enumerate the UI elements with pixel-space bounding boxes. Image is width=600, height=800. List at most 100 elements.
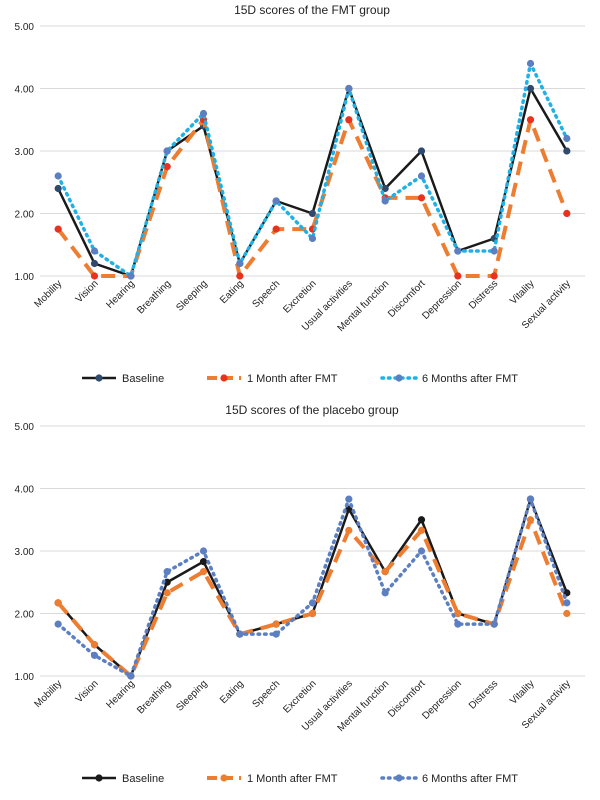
fmt-series-line xyxy=(56,61,569,278)
fmt-x-tick-label: Distress xyxy=(467,278,500,311)
placebo-y-tick-label: 4.00 xyxy=(15,485,35,496)
fmt-x-tick-label: Excretion xyxy=(281,278,318,315)
fmt-data-point xyxy=(308,234,317,243)
fmt-data-point xyxy=(54,172,62,180)
fmt-x-tick-label: Sleeping xyxy=(174,278,209,313)
placebo-data-point xyxy=(526,516,535,524)
placebo-data-point xyxy=(272,620,280,628)
placebo-x-tick-label: Eating xyxy=(218,678,246,706)
placebo-data-point xyxy=(163,568,171,576)
fmt-x-tick-label: Depression xyxy=(420,278,464,322)
placebo-x-tick-label: Depression xyxy=(420,678,464,722)
placebo-series-line xyxy=(57,497,568,678)
placebo-data-point xyxy=(54,599,62,607)
fmt-x-tick-label: Mobility xyxy=(33,278,65,310)
placebo-x-tick-label: Mobility xyxy=(33,678,65,710)
placebo-data-point xyxy=(454,620,462,628)
fmt-data-point xyxy=(236,259,244,268)
fmt-x-tick-label: Speech xyxy=(251,278,283,310)
fmt-y-tick-label: 5.00 xyxy=(15,22,35,33)
fmt-x-tick-label: Breathing xyxy=(135,278,173,316)
placebo-data-point xyxy=(199,568,208,576)
placebo-data-point xyxy=(127,672,135,680)
fmt-data-point xyxy=(526,116,535,124)
placebo-legend-marker xyxy=(220,774,228,782)
fmt-data-point xyxy=(90,247,99,255)
placebo-x-tick-label: Vitality xyxy=(508,678,536,706)
fmt-chart-title: 15D scores of the FMT group xyxy=(234,3,390,17)
fmt-data-point xyxy=(563,147,571,155)
fmt-group-chart: 15D scores of the FMT group 1.00 2.00 3.00 4… xyxy=(15,3,585,385)
fmt-data-point xyxy=(563,134,571,143)
placebo-data-point xyxy=(90,641,99,649)
placebo-chart-title: 15D scores of the placebo group xyxy=(225,403,399,417)
placebo-data-point xyxy=(417,516,426,524)
fmt-x-tick-label: Vitality xyxy=(508,278,536,306)
placebo-data-point xyxy=(345,526,353,534)
fmt-y-tick-label: 3.00 xyxy=(15,147,35,158)
placebo-series-line xyxy=(56,497,569,678)
placebo-data-point xyxy=(163,578,171,586)
fmt-data-point xyxy=(345,84,353,93)
placebo-data-point xyxy=(381,589,389,597)
fmt-data-point xyxy=(490,247,498,255)
fmt-x-tick-label: Hearing xyxy=(104,278,137,311)
placebo-data-point xyxy=(417,526,426,534)
fmt-data-point xyxy=(417,194,426,202)
fmt-data-point xyxy=(454,272,462,280)
placebo-x-tick-label: Breathing xyxy=(135,678,173,716)
fmt-data-point xyxy=(345,116,353,124)
placebo-data-point xyxy=(417,547,426,555)
placebo-data-point xyxy=(199,558,208,566)
placebo-x-tick-label: Hearing xyxy=(104,678,137,711)
fmt-data-point xyxy=(454,247,462,255)
fmt-data-point xyxy=(54,184,62,193)
placebo-data-point xyxy=(526,495,535,503)
placebo-x-tick-label: Speech xyxy=(251,678,283,710)
placebo-x-tick-label: Sleeping xyxy=(174,678,209,713)
fmt-legend-label: 1 Month after FMT xyxy=(247,373,338,385)
placebo-data-point xyxy=(454,609,462,618)
placebo-legend-marker xyxy=(395,774,403,782)
fmt-data-point xyxy=(127,272,135,280)
placebo-x-tick-label: Excretion xyxy=(281,678,318,715)
placebo-data-point xyxy=(54,620,62,628)
fmt-data-point xyxy=(417,147,426,155)
fmt-legend-label: 6 Months after FMT xyxy=(422,373,518,385)
placebo-data-point xyxy=(308,609,317,618)
fmt-data-point xyxy=(563,209,571,218)
placebo-data-point xyxy=(345,495,353,503)
fmt-data-point xyxy=(490,272,498,280)
fmt-y-tick-label: 4.00 xyxy=(15,85,35,96)
fmt-data-point xyxy=(272,197,280,205)
fmt-legend-marker xyxy=(220,374,228,382)
placebo-legend-label: 1 Month after FMT xyxy=(247,773,338,785)
fmt-y-tick-label: 1.00 xyxy=(15,272,35,283)
fmt-series-line xyxy=(57,87,568,278)
fmt-data-point xyxy=(526,59,535,68)
fmt-data-point xyxy=(272,225,280,233)
fmt-data-point xyxy=(90,259,99,268)
fmt-data-point xyxy=(308,209,317,218)
fmt-data-point xyxy=(163,163,171,171)
placebo-data-point xyxy=(563,599,571,607)
fmt-data-point xyxy=(199,109,208,118)
fmt-data-point xyxy=(90,272,99,280)
placebo-data-point xyxy=(163,589,171,597)
fmt-series-line xyxy=(56,117,569,278)
fmt-data-point xyxy=(381,184,389,193)
placebo-data-point xyxy=(272,630,280,638)
placebo-data-point xyxy=(199,547,208,555)
fmt-data-point xyxy=(526,84,535,93)
placebo-group-chart: 15D scores of the placebo group 1.00 2.00 3… xyxy=(15,403,585,785)
fmt-x-tick-label: Eating xyxy=(218,278,246,306)
placebo-data-point xyxy=(490,620,498,628)
placebo-data-point xyxy=(90,651,99,659)
placebo-y-tick-label: 2.00 xyxy=(15,610,35,621)
placebo-y-tick-label: 1.00 xyxy=(15,672,35,683)
placebo-legend-marker xyxy=(95,774,103,782)
placebo-data-point xyxy=(381,568,389,576)
placebo-data-point xyxy=(308,599,317,607)
placebo-data-point xyxy=(563,609,571,618)
placebo-x-tick-label: Vision xyxy=(74,678,101,705)
